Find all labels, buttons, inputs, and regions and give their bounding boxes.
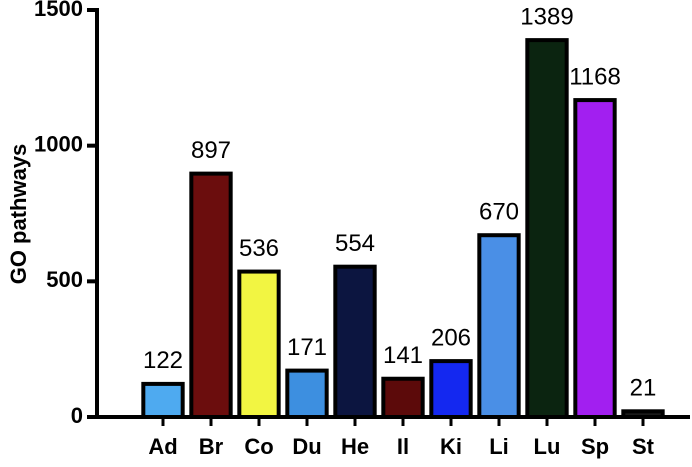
bar (333, 264, 377, 419)
bar (525, 38, 569, 419)
bar (429, 359, 473, 420)
x-tick-label: Sp (581, 434, 609, 459)
value-label: 1389 (520, 3, 573, 30)
bar (477, 233, 521, 419)
value-label: 141 (383, 342, 423, 369)
x-tick-label: Lu (534, 434, 561, 459)
y-tick-label: 1500 (34, 0, 83, 21)
x-tick-label: He (341, 434, 369, 459)
bar (381, 376, 425, 420)
bar (237, 269, 281, 419)
bar (141, 381, 185, 420)
value-label: 536 (239, 235, 279, 262)
value-label: 171 (287, 334, 327, 361)
x-tick-label: Ki (440, 434, 462, 459)
value-label: 206 (431, 324, 471, 351)
y-tick-label: 0 (71, 403, 83, 428)
value-label: 122 (143, 347, 183, 374)
bar (285, 368, 329, 419)
y-tick-label: 1000 (34, 131, 83, 156)
x-tick-label: Co (244, 434, 273, 459)
value-label: 1168 (569, 63, 621, 90)
x-tick-label: Il (397, 434, 409, 459)
x-tick-label: Li (489, 434, 509, 459)
value-label: 897 (191, 137, 231, 164)
value-label: 554 (335, 230, 375, 257)
y-tick-label: 500 (46, 267, 83, 292)
value-label: 21 (630, 375, 657, 402)
x-tick-label: Du (292, 434, 321, 459)
x-tick-label: St (632, 434, 655, 459)
x-tick-label: Br (199, 434, 224, 459)
bar (189, 171, 233, 419)
bar (573, 98, 617, 419)
x-tick-label: Ad (148, 434, 177, 459)
value-label: 670 (479, 199, 519, 226)
y-axis-label: GO pathways (6, 144, 31, 285)
